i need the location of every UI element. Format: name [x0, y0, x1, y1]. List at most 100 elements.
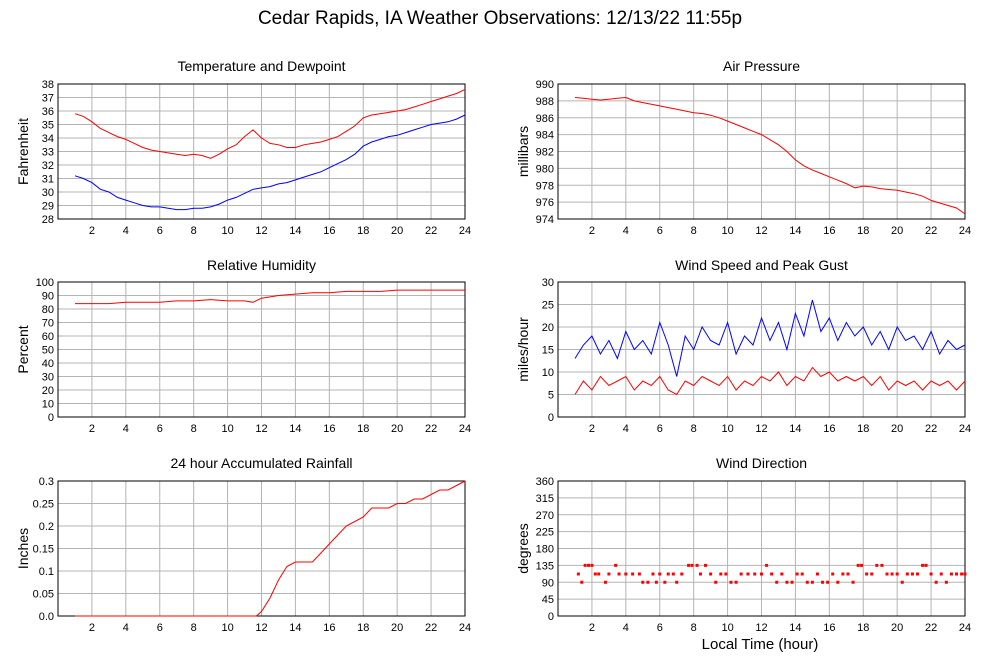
data-point — [576, 572, 580, 576]
x-tick-label: 16 — [823, 622, 835, 634]
data-point — [671, 572, 675, 576]
data-point — [654, 580, 658, 584]
data-point — [916, 572, 920, 576]
y-tick-label: 0 — [548, 611, 554, 623]
x-tick-label: 16 — [323, 225, 335, 237]
y-tick-label: 270 — [536, 510, 554, 522]
x-tick-label: 10 — [721, 225, 733, 237]
x-tick-label: 22 — [425, 423, 437, 435]
x-tick-label: 6 — [157, 225, 163, 237]
chart-title: Relative Humidity — [207, 257, 316, 273]
data-point — [734, 580, 738, 584]
plot-frame — [57, 480, 466, 617]
x-tick-label: 12 — [755, 423, 767, 435]
data-point — [709, 572, 713, 576]
series-line — [75, 289, 465, 305]
y-tick-label: 5 — [548, 390, 554, 402]
x-tick-label: 8 — [191, 622, 197, 634]
data-point — [851, 580, 855, 584]
x-tick-label: 22 — [925, 225, 937, 237]
data-point — [905, 572, 909, 576]
y-tick-label: 20 — [542, 322, 554, 334]
x-tick-label: 14 — [289, 225, 301, 237]
x-tick-label: 18 — [357, 622, 369, 634]
x-tick-label: 20 — [891, 622, 903, 634]
data-point — [690, 563, 694, 567]
x-tick-label: 24 — [959, 423, 971, 435]
x-axis-label: Local Time (hour) — [701, 636, 819, 653]
chart-title: Wind Direction — [716, 455, 807, 471]
data-point — [607, 572, 611, 576]
x-tick-label: 12 — [755, 225, 767, 237]
data-point — [815, 572, 819, 576]
data-point — [846, 572, 850, 576]
data-point — [875, 563, 879, 567]
series-line — [574, 299, 966, 377]
x-tick-label: 12 — [255, 225, 267, 237]
y-tick-label: 15 — [542, 345, 554, 357]
y-tick-label: 30 — [42, 187, 54, 199]
x-tick-label: 24 — [459, 622, 471, 634]
x-tick-label: 20 — [391, 423, 403, 435]
y-tick-label: 30 — [42, 372, 54, 384]
data-point — [651, 572, 655, 576]
data-point — [860, 563, 864, 567]
data-point — [687, 563, 691, 567]
data-point — [698, 572, 702, 576]
y-axis-label: Inches — [15, 528, 31, 569]
data-point — [960, 572, 964, 576]
data-point — [821, 580, 825, 584]
y-tick-label: 37 — [42, 93, 54, 105]
x-tick-label: 8 — [191, 225, 197, 237]
y-tick-label: 990 — [536, 79, 554, 91]
x-tick-label: 8 — [691, 423, 697, 435]
data-point — [880, 563, 884, 567]
y-tick-label: 45 — [542, 594, 554, 606]
data-point — [963, 572, 967, 576]
data-point — [890, 572, 894, 576]
x-tick-label: 16 — [323, 423, 335, 435]
x-tick-label: 20 — [891, 225, 903, 237]
data-point — [865, 572, 869, 576]
y-tick-label: 0.15 — [33, 544, 54, 556]
data-point — [780, 572, 784, 576]
y-tick-label: 976 — [536, 197, 554, 209]
x-tick-label: 4 — [623, 423, 629, 435]
y-tick-label: 0.25 — [33, 499, 54, 511]
x-tick-label: 24 — [959, 225, 971, 237]
x-tick-label: 18 — [357, 225, 369, 237]
data-point — [704, 563, 708, 567]
data-point — [929, 572, 933, 576]
y-tick-label: 80 — [42, 304, 54, 316]
chart-title: Wind Speed and Peak Gust — [675, 257, 848, 273]
data-point — [800, 572, 804, 576]
x-tick-label: 18 — [857, 225, 869, 237]
data-point — [826, 580, 830, 584]
x-tick-label: 18 — [357, 423, 369, 435]
y-tick-label: 0 — [548, 412, 554, 424]
data-point — [753, 572, 757, 576]
series-line — [574, 366, 966, 396]
data-point — [719, 572, 723, 576]
x-tick-label: 10 — [721, 622, 733, 634]
data-point — [870, 572, 874, 576]
data-point — [675, 580, 679, 584]
x-tick-label: 22 — [425, 225, 437, 237]
data-point — [949, 572, 953, 576]
data-point — [746, 572, 750, 576]
y-tick-label: 360 — [536, 476, 554, 488]
y-tick-label: 225 — [536, 527, 554, 539]
y-axis-label: Fahrenheit — [15, 118, 31, 185]
data-point — [624, 572, 628, 576]
y-tick-label: 50 — [42, 345, 54, 357]
plot-frame — [57, 83, 466, 220]
data-point — [760, 572, 763, 576]
y-tick-label: 978 — [536, 180, 554, 192]
data-point — [583, 563, 587, 567]
data-point — [695, 563, 699, 567]
y-tick-label: 10 — [42, 399, 54, 411]
data-point — [714, 580, 718, 584]
y-tick-label: 988 — [536, 96, 554, 108]
data-point — [580, 580, 584, 584]
data-point — [939, 572, 943, 576]
